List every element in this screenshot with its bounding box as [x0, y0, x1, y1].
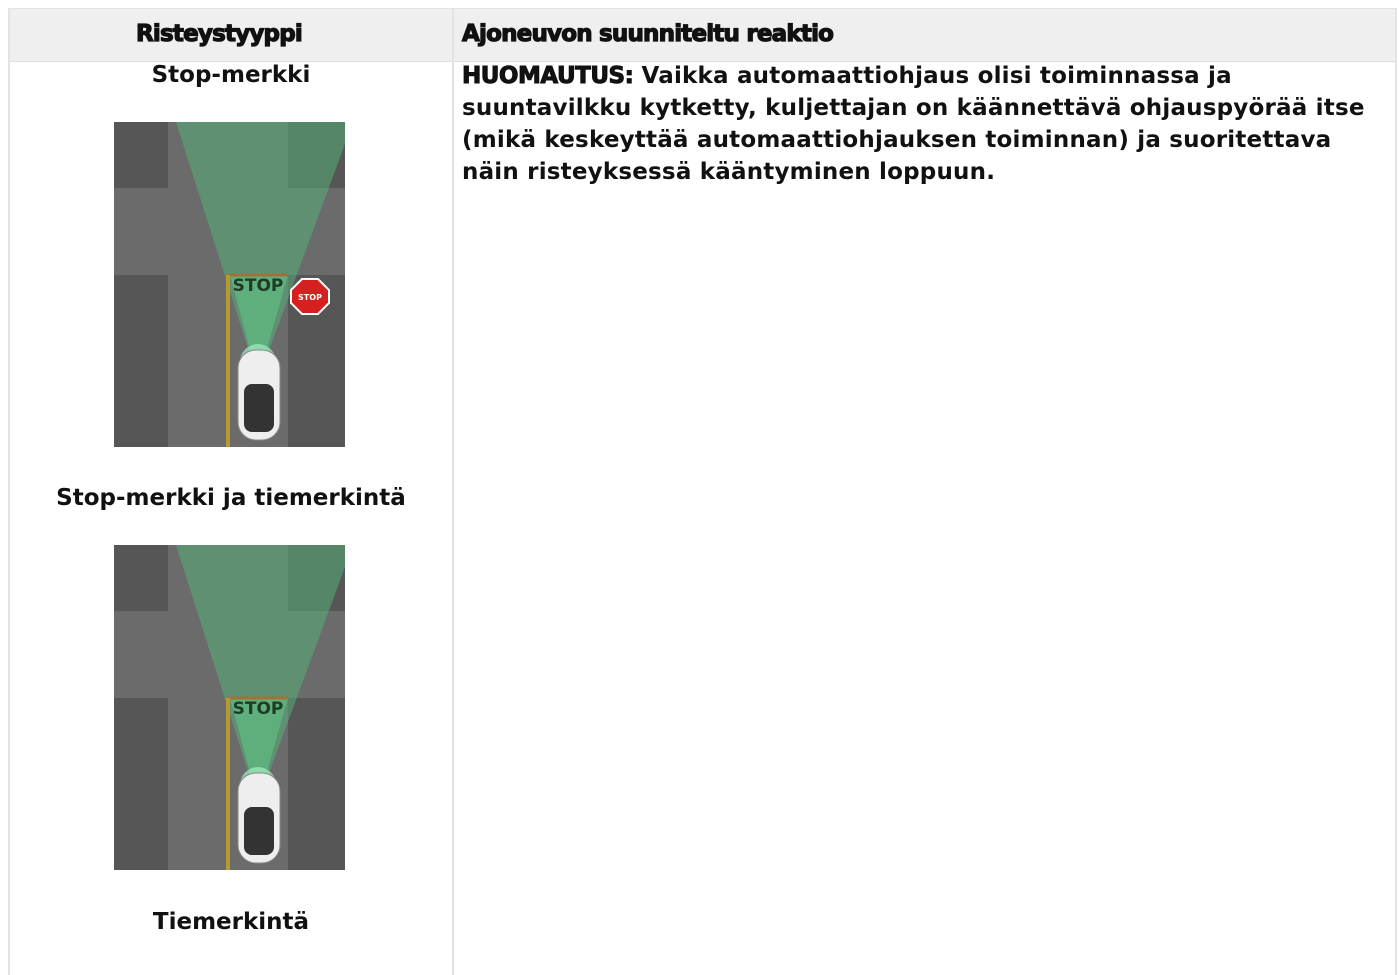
illustration: STOP STOP	[114, 122, 345, 447]
sign-text: STOP	[298, 293, 322, 302]
header-cell: Ajoneuvon suunniteltu reaktio	[461, 20, 834, 47]
note-label: HUOMAUTUS:	[461, 63, 634, 90]
illustration: STOP	[114, 545, 345, 870]
note: HUOMAUTUS: Vaikka automaattiohjaus olisi…	[461, 60, 1392, 188]
intersection-label: Stop-merkki	[151, 62, 311, 88]
note-text: Vaikka automaattiohjaus olisi toiminnass…	[462, 63, 1365, 185]
intersection-label: Tiemerkintä	[152, 909, 310, 935]
road-text: STOP	[233, 276, 284, 296]
road-text: STOP	[233, 699, 284, 719]
intersection-label: Stop-merkki ja tiemerkintä	[56, 485, 406, 511]
table-header: Risteystyyppi Ajoneuvon suunniteltu reak…	[10, 8, 1395, 62]
column-divider	[452, 8, 454, 975]
table: Risteystyyppi Ajoneuvon suunniteltu reak…	[8, 8, 1397, 975]
header-cell: Risteystyyppi	[135, 20, 303, 47]
